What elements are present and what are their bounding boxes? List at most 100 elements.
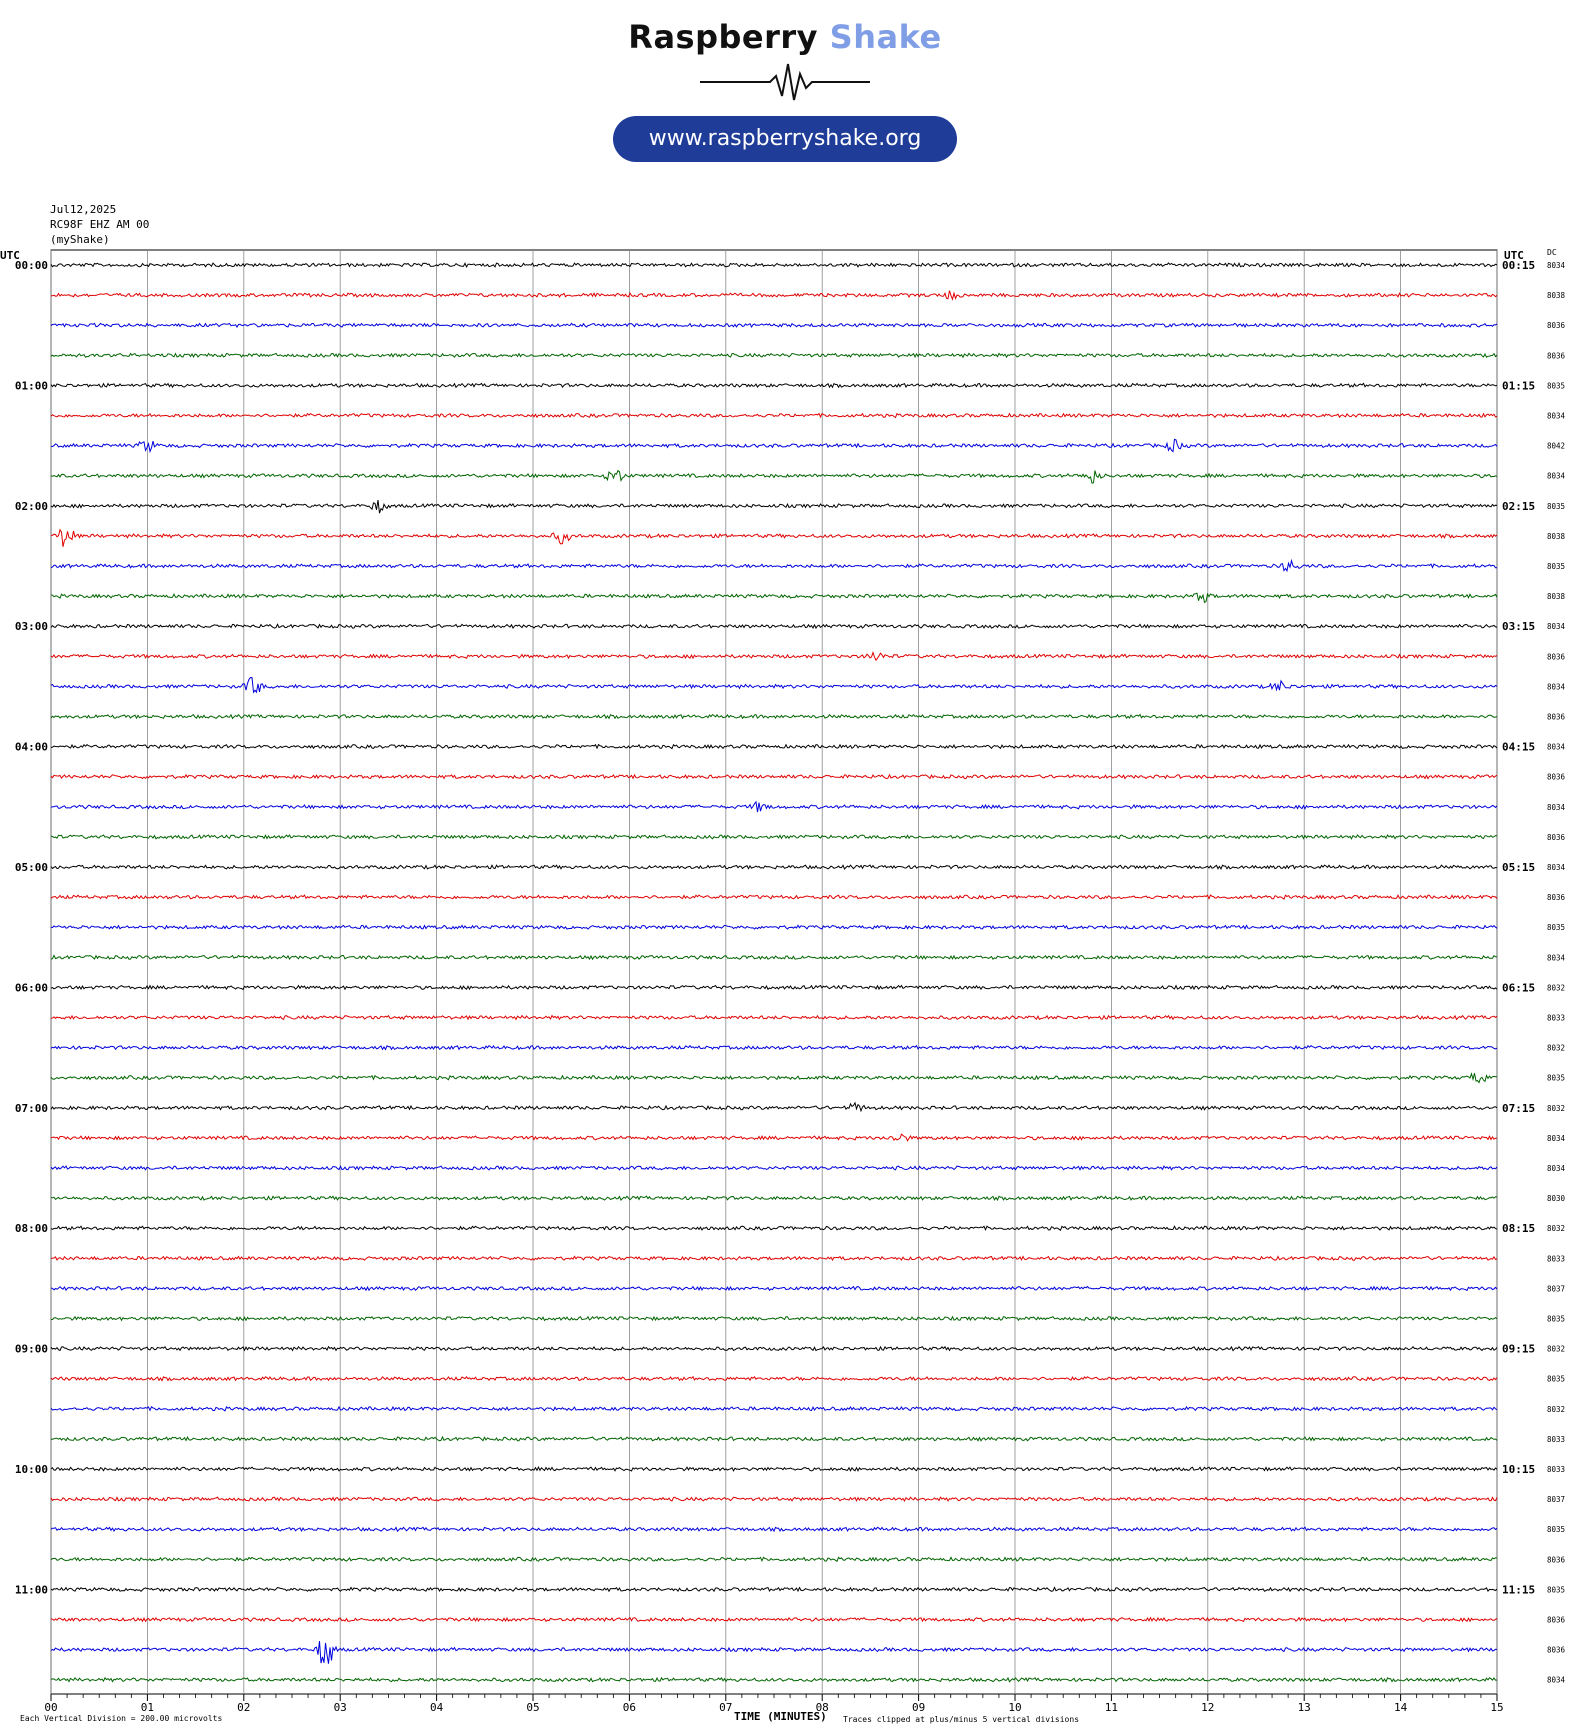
seismic-trace xyxy=(50,261,1498,269)
seismic-trace xyxy=(50,558,1497,573)
seismic-trace xyxy=(50,1101,1498,1113)
dc-offset-value: 8038 xyxy=(1547,291,1566,300)
dc-offset-value: 8034 xyxy=(1547,472,1566,481)
dc-offset-value: 8035 xyxy=(1547,1525,1565,1534)
seismic-trace xyxy=(50,1285,1498,1292)
dc-offset-value: 8036 xyxy=(1547,1555,1566,1564)
dc-offset-value: 8032 xyxy=(1547,1345,1565,1354)
hour-label-right: 03:15 xyxy=(1502,620,1535,633)
seismic-trace xyxy=(50,592,1498,604)
hour-label-left: 06:00 xyxy=(15,981,48,994)
dc-offset-value: 8036 xyxy=(1547,1616,1566,1625)
seismic-trace xyxy=(50,864,1498,871)
seismic-trace xyxy=(50,834,1498,840)
seismic-trace xyxy=(50,1044,1498,1051)
seismic-trace xyxy=(50,528,1498,547)
dc-offset-value: 8034 xyxy=(1547,261,1566,270)
seismograph-logo-icon xyxy=(700,63,870,101)
dc-offset-value: 8036 xyxy=(1547,652,1566,661)
dc-offset-value: 8032 xyxy=(1547,1405,1565,1414)
hour-label-left: 00:00 xyxy=(15,259,48,272)
dc-offset-value: 8032 xyxy=(1547,1104,1565,1113)
seismic-trace xyxy=(50,382,1498,389)
brand-title: Raspberry Shake xyxy=(0,18,1570,56)
seismic-trace xyxy=(50,1255,1498,1262)
dc-offset-value: 8034 xyxy=(1547,1676,1566,1685)
brand-header: Raspberry Shake www.raspberryshake.org xyxy=(0,0,1570,190)
dc-offset-value: 8032 xyxy=(1547,1044,1565,1053)
seismic-trace xyxy=(50,352,1498,359)
seismic-trace xyxy=(50,894,1498,900)
hour-label-right: 02:15 xyxy=(1502,500,1535,513)
seismic-trace xyxy=(50,1072,1498,1084)
x-tick-label: 01 xyxy=(141,1701,154,1714)
x-tick-label: 15 xyxy=(1490,1701,1503,1714)
plot-frame xyxy=(50,249,1498,1695)
seismic-trace xyxy=(50,773,1498,780)
seismic-trace xyxy=(50,1195,1498,1202)
dc-offset-value: 8036 xyxy=(1547,321,1566,330)
brand-name-part1: Raspberry xyxy=(628,18,819,56)
dc-offset-value: 8033 xyxy=(1547,1254,1565,1263)
hour-label-left: 03:00 xyxy=(15,620,48,633)
hour-label-left: 11:00 xyxy=(15,1583,48,1596)
seismic-trace xyxy=(50,1014,1498,1021)
dc-offset-value: 8034 xyxy=(1547,953,1566,962)
seismic-trace xyxy=(50,743,1498,750)
seismic-trace xyxy=(50,924,1498,931)
x-tick-label: 14 xyxy=(1394,1701,1408,1714)
x-tick-label: 12 xyxy=(1201,1701,1214,1714)
dc-offset-value: 8035 xyxy=(1547,381,1565,390)
dc-offset-value: 8032 xyxy=(1547,1224,1565,1233)
seismic-trace xyxy=(50,1526,1498,1533)
hour-label-left: 07:00 xyxy=(15,1102,48,1115)
seismic-trace xyxy=(50,984,1498,991)
dc-offset-value: 8038 xyxy=(1547,532,1566,541)
x-tick-label: 09 xyxy=(912,1701,925,1714)
hour-label-left: 05:00 xyxy=(15,861,48,874)
dc-offset-value: 8034 xyxy=(1547,863,1566,872)
hour-label-right: 09:15 xyxy=(1502,1343,1535,1356)
dc-offset-value: 8035 xyxy=(1547,1074,1565,1083)
dc-offset-value: 8035 xyxy=(1547,923,1565,932)
x-tick-label: 00 xyxy=(44,1701,57,1714)
seismic-trace xyxy=(51,290,1498,301)
seismic-trace xyxy=(50,469,1498,484)
hour-label-right: 08:15 xyxy=(1502,1222,1535,1235)
dc-offset-value: 8036 xyxy=(1547,773,1566,782)
seismic-trace xyxy=(50,1165,1498,1171)
seismic-trace xyxy=(50,1616,1498,1623)
x-axis-title: TIME (MINUTES) xyxy=(734,1710,827,1723)
dc-offset-value: 8035 xyxy=(1547,1375,1565,1384)
station-id: RC98F EHZ AM 00 xyxy=(50,218,150,231)
dc-offset-value: 8034 xyxy=(1547,1164,1566,1173)
hour-label-left: 01:00 xyxy=(15,379,48,392)
seismic-trace xyxy=(51,1315,1498,1322)
clipping-note: Traces clipped at plus/minus 5 vertical … xyxy=(843,1715,1080,1724)
x-tick-label: 10 xyxy=(1008,1701,1021,1714)
hour-label-left: 02:00 xyxy=(15,500,48,513)
seismic-trace xyxy=(50,412,1498,419)
x-tick-label: 13 xyxy=(1298,1701,1311,1714)
hour-label-right: 06:15 xyxy=(1502,981,1535,994)
dc-offset-value: 8037 xyxy=(1547,1495,1565,1504)
seismic-trace xyxy=(50,651,1498,662)
dc-offset-value: 8034 xyxy=(1547,803,1566,812)
dc-offset-value: 8036 xyxy=(1547,1646,1566,1655)
hour-label-left: 09:00 xyxy=(15,1343,48,1356)
dc-offset-value: 8034 xyxy=(1547,682,1566,691)
dc-offset-value: 8034 xyxy=(1547,622,1566,631)
hour-label-right: 00:15 xyxy=(1502,259,1535,272)
seismic-trace xyxy=(50,500,1498,514)
hour-label-right: 05:15 xyxy=(1502,861,1535,874)
seismic-trace xyxy=(50,954,1498,961)
record-date: Jul12,2025 xyxy=(50,203,117,216)
dc-offset-label: DC xyxy=(1547,248,1557,257)
brand-name-part2: Shake xyxy=(829,18,942,56)
seismic-trace xyxy=(50,1435,1498,1442)
dc-offset-value: 8035 xyxy=(1547,1315,1565,1324)
website-link[interactable]: www.raspberryshake.org xyxy=(613,116,957,162)
hour-label-right: 11:15 xyxy=(1502,1583,1535,1596)
seismic-trace xyxy=(50,713,1498,720)
dc-offset-value: 8036 xyxy=(1547,713,1566,722)
